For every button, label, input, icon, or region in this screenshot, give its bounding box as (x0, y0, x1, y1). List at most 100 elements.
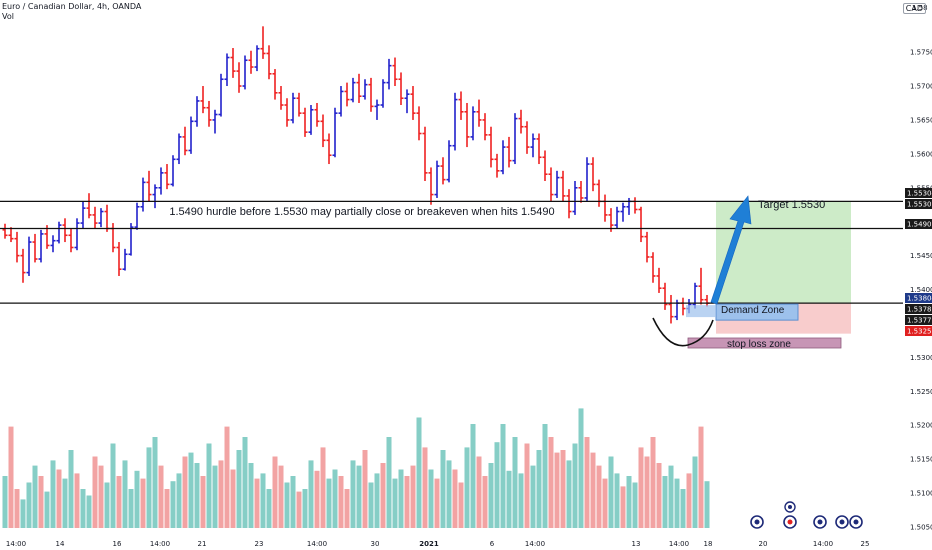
ohlc-bar (698, 267, 704, 305)
time-tick-label: 6 (490, 540, 495, 548)
price-tag-bg (905, 293, 932, 303)
volume-bar (434, 478, 440, 528)
ohlc-bar (428, 167, 434, 205)
time-tick-label: 14:00 (6, 540, 26, 548)
ohlc-bar (578, 181, 584, 203)
volume-bar (494, 442, 500, 528)
ohlc-bar (26, 236, 32, 276)
news-icon (849, 515, 863, 529)
volume-bar (74, 473, 80, 528)
ohlc-bar (398, 72, 404, 106)
price-tag: 1.53785 (905, 304, 932, 314)
volume-bar (266, 489, 272, 528)
ohlc-bar (632, 197, 638, 214)
price-tag-label: 1.53804 (907, 295, 932, 303)
ohlc-bar (38, 229, 44, 263)
ohlc-bar (572, 181, 578, 215)
price-axis: 1.575001.570001.565001.560001.555001.545… (905, 4, 932, 532)
ohlc-bar (656, 267, 662, 293)
volume-bar (242, 437, 248, 528)
currency-badge[interactable]: CAD (902, 3, 926, 14)
volume-bar (158, 465, 164, 528)
volume-bar (26, 482, 32, 528)
volume-bar (92, 456, 98, 528)
time-tick-label: 14:00 (813, 540, 833, 548)
ohlc-bar (152, 184, 158, 209)
volume-bar (692, 456, 698, 528)
volume-bar (188, 452, 194, 528)
ohlc-bar (188, 116, 194, 154)
volume-bar (50, 460, 56, 528)
ohlc-bar (536, 133, 542, 165)
ohlc-bar (392, 57, 398, 87)
volume-bar (224, 426, 230, 528)
ohlc-bar (326, 133, 332, 165)
price-tick-label: 1.54000 (910, 286, 932, 294)
time-tick-label: 2021 (419, 540, 439, 548)
price-tag: 1.53776 (905, 315, 932, 325)
volume-bar (506, 470, 512, 528)
ohlc-bar (86, 193, 92, 219)
time-tick-label: 23 (255, 540, 264, 548)
ohlc-bar (260, 26, 266, 59)
volume-bar (344, 489, 350, 528)
ohlc-bar (512, 113, 518, 165)
volume-bar (500, 424, 506, 528)
ohlc-bar (182, 126, 188, 156)
ohlc-bar (458, 91, 464, 120)
ohlc-bar (374, 99, 380, 120)
volume-bar (578, 408, 584, 528)
volume-bar (308, 460, 314, 528)
price-tag: 1.53804 (905, 293, 932, 303)
ohlc-bar (332, 107, 338, 158)
volume-bar (206, 443, 212, 528)
ohlc-bar (500, 140, 506, 175)
ohlc-bar (20, 248, 26, 283)
volume-bar (560, 450, 566, 528)
symbol-title[interactable]: Euro / Canadian Dollar, 4h, OANDA (2, 2, 142, 11)
ohlc-bar (62, 218, 68, 243)
ohlc-bar (218, 73, 224, 117)
ohlc-bar (116, 242, 122, 276)
ohlc-bar (296, 92, 302, 117)
event-icon-dot (853, 519, 859, 525)
volume-bar (356, 465, 362, 528)
ohlc-bar (440, 157, 446, 185)
stop-loss-label: stop loss zone (727, 339, 791, 350)
volume-bar (278, 465, 284, 528)
price-tick-label: 1.56000 (910, 150, 932, 158)
ohlc-bar (464, 102, 470, 148)
price-tick-label: 1.58 (912, 4, 928, 12)
volume-bar (650, 437, 656, 528)
volume-bar (128, 489, 134, 528)
volume-bar (116, 476, 122, 528)
volume-bar (20, 499, 26, 528)
ohlc-bar (644, 231, 650, 263)
event-icon-dot (787, 519, 793, 525)
ohlc-bar (626, 197, 632, 215)
price-tag-label: 1.53252 (907, 328, 932, 336)
volume-bar (104, 482, 110, 528)
price-tag-bg (905, 326, 932, 336)
volume-bar (134, 470, 140, 528)
time-tick-label: 20 (759, 540, 768, 548)
volume-bar (320, 447, 326, 528)
volume-bar (374, 473, 380, 528)
volume-bar (254, 478, 260, 528)
price-tag-label: 1.54900 (907, 221, 932, 229)
price-tick-label: 1.51500 (910, 456, 932, 464)
ohlc-bar (530, 133, 536, 158)
ohlc-bar (524, 121, 530, 154)
time-tick-label: 14:00 (150, 540, 170, 548)
price-tag-bg (905, 188, 932, 198)
price-tick-label: 1.50500 (910, 524, 932, 532)
volume-bar (392, 478, 398, 528)
price-tag: 1.53252 (905, 326, 932, 336)
ohlc-bar (158, 167, 164, 195)
volume-bar (152, 437, 158, 528)
volume-bar (218, 460, 224, 528)
ohlc-bar (488, 126, 494, 168)
ohlc-bar (98, 208, 104, 228)
